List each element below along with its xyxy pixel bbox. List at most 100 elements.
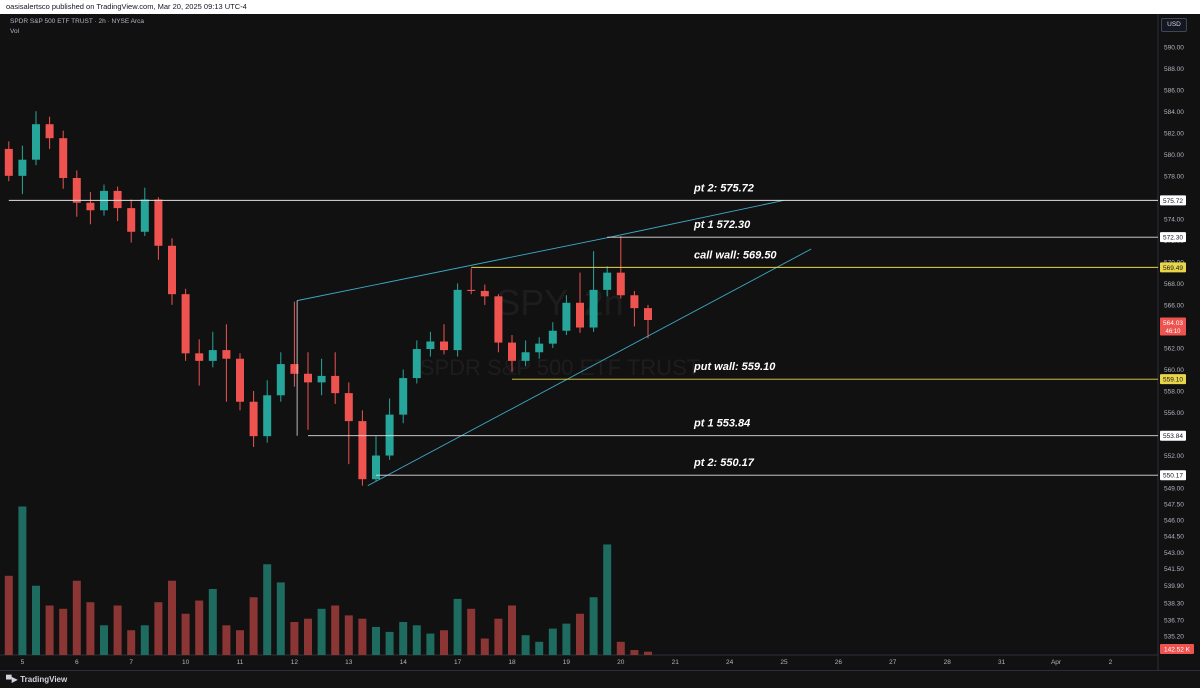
y-tick-label: 586.00 (1164, 87, 1184, 94)
bottom-bar (0, 670, 1200, 688)
candle-body (154, 199, 163, 246)
volume-bar (453, 598, 462, 655)
x-tick-label: 28 (944, 659, 952, 666)
level-axis-value: 553.84 (1163, 433, 1183, 440)
candle-body (589, 289, 598, 328)
volume-bar (630, 650, 639, 655)
candle-body (195, 353, 204, 361)
y-tick-label: 582.00 (1164, 130, 1184, 137)
level-axis-badge (1160, 195, 1186, 206)
candle-body (276, 364, 285, 396)
volume-bar (589, 597, 598, 655)
tradingview-logo-icon: ▀▶ (6, 675, 18, 684)
x-tick-label: 21 (672, 659, 680, 666)
candle-body (412, 349, 421, 379)
level-label: pt 1 553.84 (693, 418, 750, 430)
volume-bar (18, 506, 27, 655)
candle-body (521, 352, 530, 361)
volume-bar (467, 608, 476, 655)
price-axis (1158, 14, 1200, 670)
volume-bar (494, 618, 503, 655)
volume-bar (508, 605, 516, 655)
x-tick-label: Apr (1051, 659, 1062, 666)
volume-bar (86, 602, 95, 655)
y-tick-label: 541.50 (1164, 566, 1184, 573)
candle-body (562, 302, 571, 331)
x-tick-label: 14 (400, 659, 408, 666)
candle-body (181, 294, 190, 354)
level-axis-badge (1160, 374, 1186, 385)
volume-bar (426, 633, 435, 655)
bar-countdown: 46:10 (1165, 329, 1181, 335)
y-tick-label: 590.00 (1164, 44, 1184, 51)
volume-bar (576, 613, 584, 655)
x-tick-label: 12 (291, 659, 299, 666)
x-tick-label: 19 (563, 659, 571, 666)
candlestick-chart[interactable]: SPY, 2h SPDR S&P 500 ETF TRUST 590.00 588.0… (0, 14, 1200, 688)
candle-body (290, 364, 299, 374)
volume-bar (399, 622, 408, 655)
volume-bar (113, 605, 122, 655)
symbol-title[interactable]: SPDR S&P 500 ETF TRUST · 2h · NYSE Arca (10, 18, 145, 25)
x-tick-label: 11 (237, 659, 244, 666)
candle-body (32, 124, 40, 160)
candle-body (249, 401, 258, 437)
tradingview-logo-text: TradingView (20, 675, 68, 684)
level-label: pt 1 572.30 (693, 219, 751, 231)
candle-body (385, 414, 394, 456)
y-tick-label: 546.00 (1164, 518, 1184, 525)
volume-bar (331, 605, 340, 655)
tradingview-logo[interactable]: ▀▶ TradingView (6, 675, 67, 684)
watermark-name: SPDR S&P 500 ETF TRUST (420, 355, 700, 380)
candle-body (263, 395, 272, 437)
volume-indicator-label[interactable]: Vol (10, 28, 20, 35)
volume-bar (616, 641, 625, 655)
candle-body (480, 290, 489, 297)
x-tick-label: 31 (998, 659, 1006, 666)
volume-bar (222, 625, 231, 655)
y-tick-label: 562.00 (1164, 345, 1184, 352)
candle-body (317, 375, 326, 383)
volume-bar (195, 600, 204, 655)
x-tick-label: 26 (835, 659, 843, 666)
y-tick-label: 558.00 (1164, 388, 1184, 395)
y-tick-label: 536.70 (1164, 618, 1184, 625)
candle-body (644, 308, 652, 320)
candle-body (630, 295, 639, 309)
x-tick-label: 10 (182, 659, 190, 666)
volume-bar (521, 635, 530, 655)
candle-body (140, 199, 149, 232)
y-tick-label: 580.00 (1164, 152, 1184, 159)
candle-body (453, 289, 462, 351)
currency-badge[interactable]: USD (1161, 18, 1187, 32)
candle-body (168, 245, 176, 295)
y-tick-label: 560.00 (1164, 367, 1184, 374)
candle-body (467, 289, 476, 291)
volume-bar (304, 618, 312, 655)
candle-body (372, 455, 380, 480)
level-axis-value: 572.30 (1163, 235, 1183, 242)
volume-bar (72, 580, 81, 655)
candle-body (222, 350, 231, 359)
volume-bar (644, 651, 652, 655)
volume-bar (276, 582, 285, 655)
x-tick-label: 24 (726, 659, 734, 666)
publisher-bar: oasisalertsco published on TradingView.c… (0, 0, 1200, 14)
x-tick-label: 13 (345, 659, 353, 666)
level-axis-value: 575.72 (1163, 198, 1183, 205)
level-label: pt 2: 550.17 (693, 457, 755, 469)
level-axis-value: 550.17 (1163, 473, 1183, 480)
volume-bar (168, 580, 176, 655)
volume-bar (372, 626, 380, 655)
candle-body (113, 190, 122, 209)
volume-bar (603, 544, 612, 655)
candle-body (236, 358, 244, 402)
candle-body (127, 208, 136, 232)
watermark-ticker: SPY, 2h (496, 282, 623, 323)
y-tick-label: 552.00 (1164, 453, 1184, 460)
candle-body (45, 124, 54, 139)
candle-body (426, 341, 435, 350)
y-tick-label: 578.00 (1164, 173, 1184, 180)
volume-bar (32, 585, 40, 655)
y-tick-label: 584.00 (1164, 109, 1184, 116)
